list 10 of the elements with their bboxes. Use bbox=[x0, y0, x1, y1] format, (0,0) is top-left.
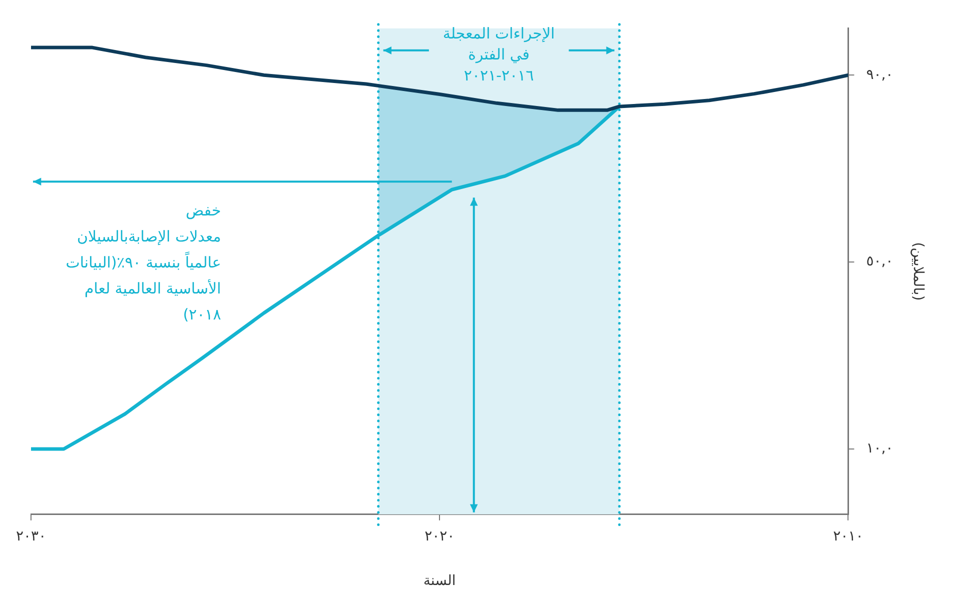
x-tick-label: ٢٠٣٠ bbox=[16, 528, 46, 544]
annotation: الإجراءات المعجلة في الفترة ٢٠١٦-٢٠٢١ bbox=[442, 24, 555, 84]
y-tick-label: ٩٠,٠ bbox=[866, 66, 894, 83]
y-tick-label: ٥٠,٠ bbox=[866, 254, 894, 270]
x-tick-label: ٢٠٢٠ bbox=[424, 528, 455, 544]
x-tick-label: ٢٠١٠ bbox=[833, 528, 864, 544]
y-tick-label: ١٠,٠ bbox=[866, 440, 894, 457]
annotation: خفض معدلات الإصابةبالسيلان عالمياً بنسبة ٩٠٪(البيانات الأساسية العالمية لعام ٢٠١٨) bbox=[66, 202, 222, 324]
x-axis-title: السنة bbox=[423, 573, 456, 590]
y-axis-title: (بالملايين) bbox=[910, 242, 926, 301]
